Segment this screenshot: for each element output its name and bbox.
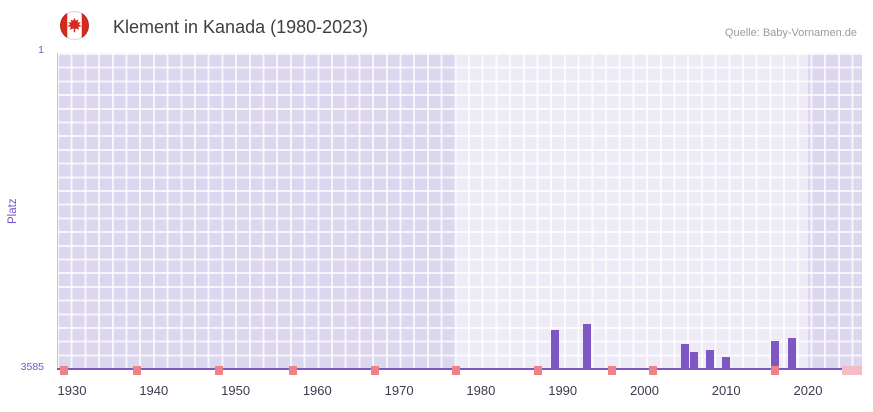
no-rank-marker bbox=[133, 366, 142, 375]
grid-lines bbox=[57, 53, 862, 370]
x-tick-label: 1980 bbox=[466, 383, 496, 398]
x-tick-label: 1960 bbox=[302, 383, 332, 398]
source-credit: Quelle: Baby-Vornamen.de bbox=[724, 27, 857, 39]
x-tick-label: 1970 bbox=[384, 383, 414, 398]
no-rank-marker bbox=[59, 366, 68, 375]
x-tick-label: 1940 bbox=[139, 383, 169, 398]
rank-bar bbox=[689, 352, 698, 370]
rank-bar bbox=[705, 350, 714, 370]
no-rank-edge-band bbox=[842, 366, 862, 375]
x-tick-label: 1990 bbox=[548, 383, 578, 398]
canada-flag-icon bbox=[59, 10, 90, 41]
y-axis-title: Platz bbox=[7, 198, 19, 224]
y-tick-bottom: 3585 bbox=[20, 361, 44, 373]
x-tick-label: 1930 bbox=[57, 383, 87, 398]
rank-bar bbox=[722, 357, 731, 370]
y-axis-line bbox=[57, 53, 58, 370]
y-tick-top: 1 bbox=[38, 44, 44, 56]
x-tick-label: 2020 bbox=[793, 383, 823, 398]
no-rank-marker bbox=[534, 366, 543, 375]
x-axis-labels: 1930 1940 1950 1960 1970 1980 1990 2000 2010 2020 bbox=[57, 383, 862, 401]
chart-title: Klement in Kanada (1980-2023) bbox=[113, 17, 369, 37]
plot-area bbox=[57, 53, 862, 375]
rank-bar bbox=[771, 341, 780, 370]
no-rank-marker bbox=[215, 366, 224, 375]
no-rank-marker bbox=[607, 366, 616, 375]
x-tick-label: 2010 bbox=[711, 383, 741, 398]
x-tick-label: 2000 bbox=[630, 383, 659, 398]
rank-bar bbox=[550, 329, 559, 370]
rank-bar bbox=[583, 324, 592, 370]
no-rank-marker bbox=[452, 366, 461, 375]
x-tick-label: 1950 bbox=[221, 383, 251, 398]
no-rank-marker bbox=[648, 366, 657, 375]
rank-bar bbox=[787, 338, 796, 370]
no-rank-marker bbox=[370, 366, 379, 375]
no-rank-marker bbox=[288, 366, 297, 375]
rank-bar bbox=[681, 343, 690, 370]
no-rank-marker bbox=[771, 366, 780, 375]
